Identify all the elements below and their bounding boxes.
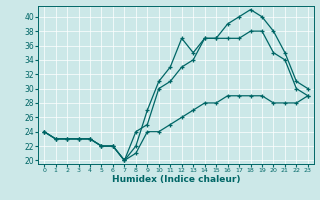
X-axis label: Humidex (Indice chaleur): Humidex (Indice chaleur) xyxy=(112,175,240,184)
